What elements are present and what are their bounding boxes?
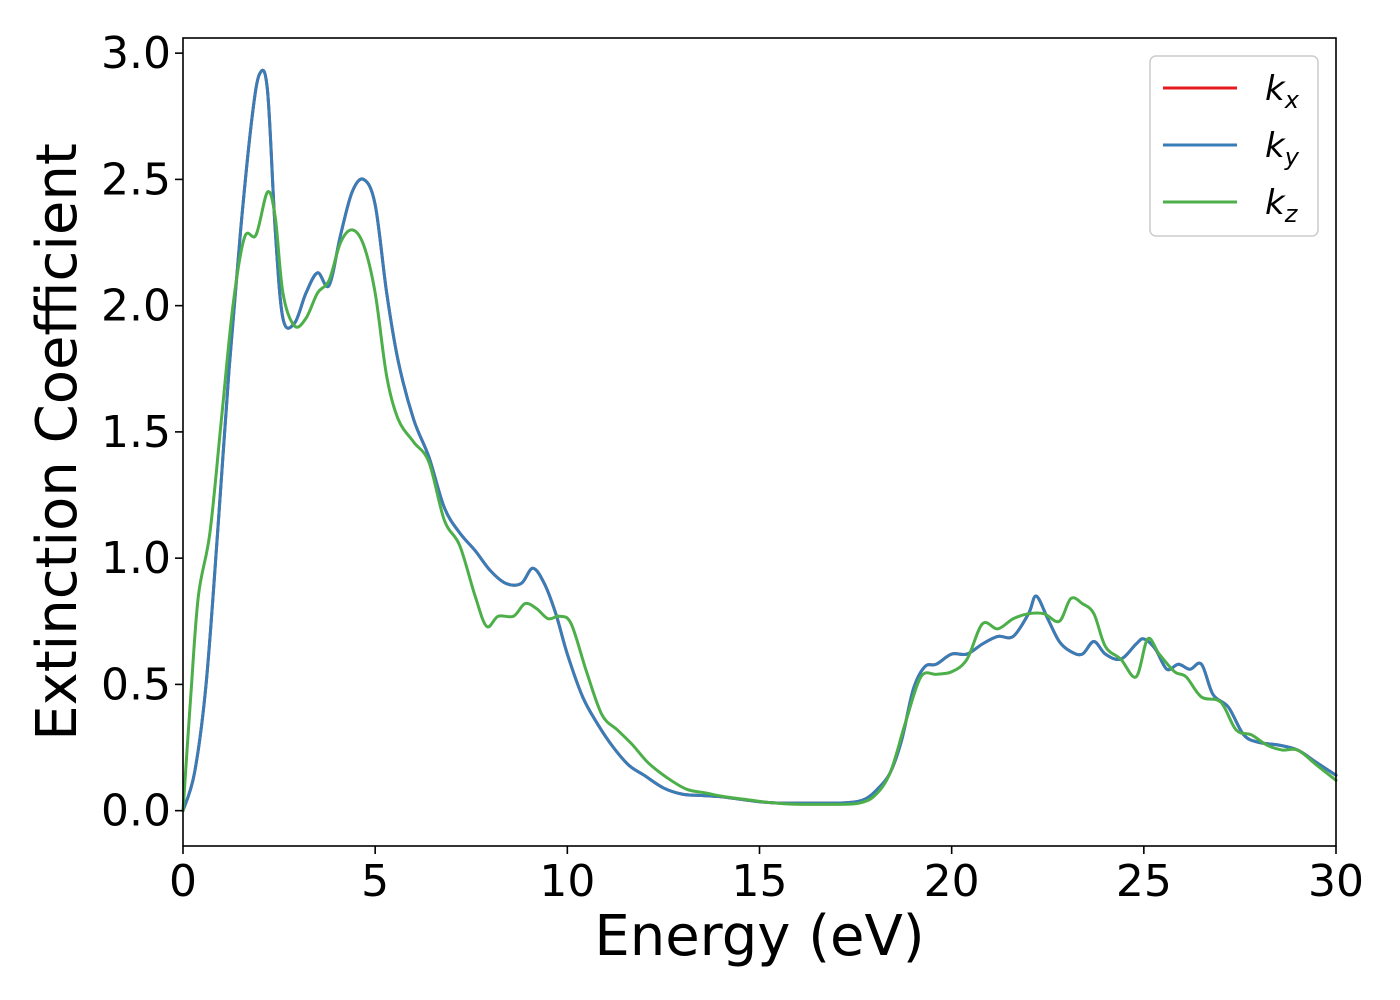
- x-axis-label: Energy (eV): [594, 904, 924, 969]
- y-tick-label: 3.0: [101, 28, 171, 79]
- x-tick-label: 30: [1308, 856, 1364, 907]
- legend-label-k-y: ky: [1265, 126, 1300, 171]
- x-tick-label: 25: [1116, 856, 1172, 907]
- y-tick-label: 2.0: [101, 281, 171, 332]
- x-tick-label: 20: [924, 856, 980, 907]
- x-tick-label: 15: [732, 856, 788, 907]
- legend-label-k-z: kz: [1265, 183, 1299, 228]
- x-tick-label: 5: [361, 856, 389, 907]
- legend: kx ky kz: [1149, 55, 1319, 237]
- y-tick-label: 0.5: [101, 659, 171, 710]
- y-axis-label: Extinction Coefficient: [25, 143, 90, 741]
- y-tick-label: 1.5: [101, 407, 171, 458]
- series-line-k-z: [181, 190, 1338, 813]
- y-axis: 0.0 0.5 1.0 1.5 2.0 2.5 3.0: [101, 28, 183, 837]
- series-line-k-y: [181, 68, 1338, 813]
- plot-area: [181, 68, 1338, 813]
- x-axis: 0 5 10 15 20 25 30: [169, 846, 1364, 907]
- y-tick-label: 1.0: [101, 533, 171, 584]
- y-tick-label: 0.0: [101, 786, 171, 837]
- x-tick-label: 10: [539, 856, 595, 907]
- legend-entries: kx ky kz: [1163, 69, 1300, 228]
- y-tick-label: 2.5: [101, 154, 171, 205]
- legend-label-k-x: kx: [1265, 69, 1300, 114]
- x-tick-label: 0: [169, 856, 197, 907]
